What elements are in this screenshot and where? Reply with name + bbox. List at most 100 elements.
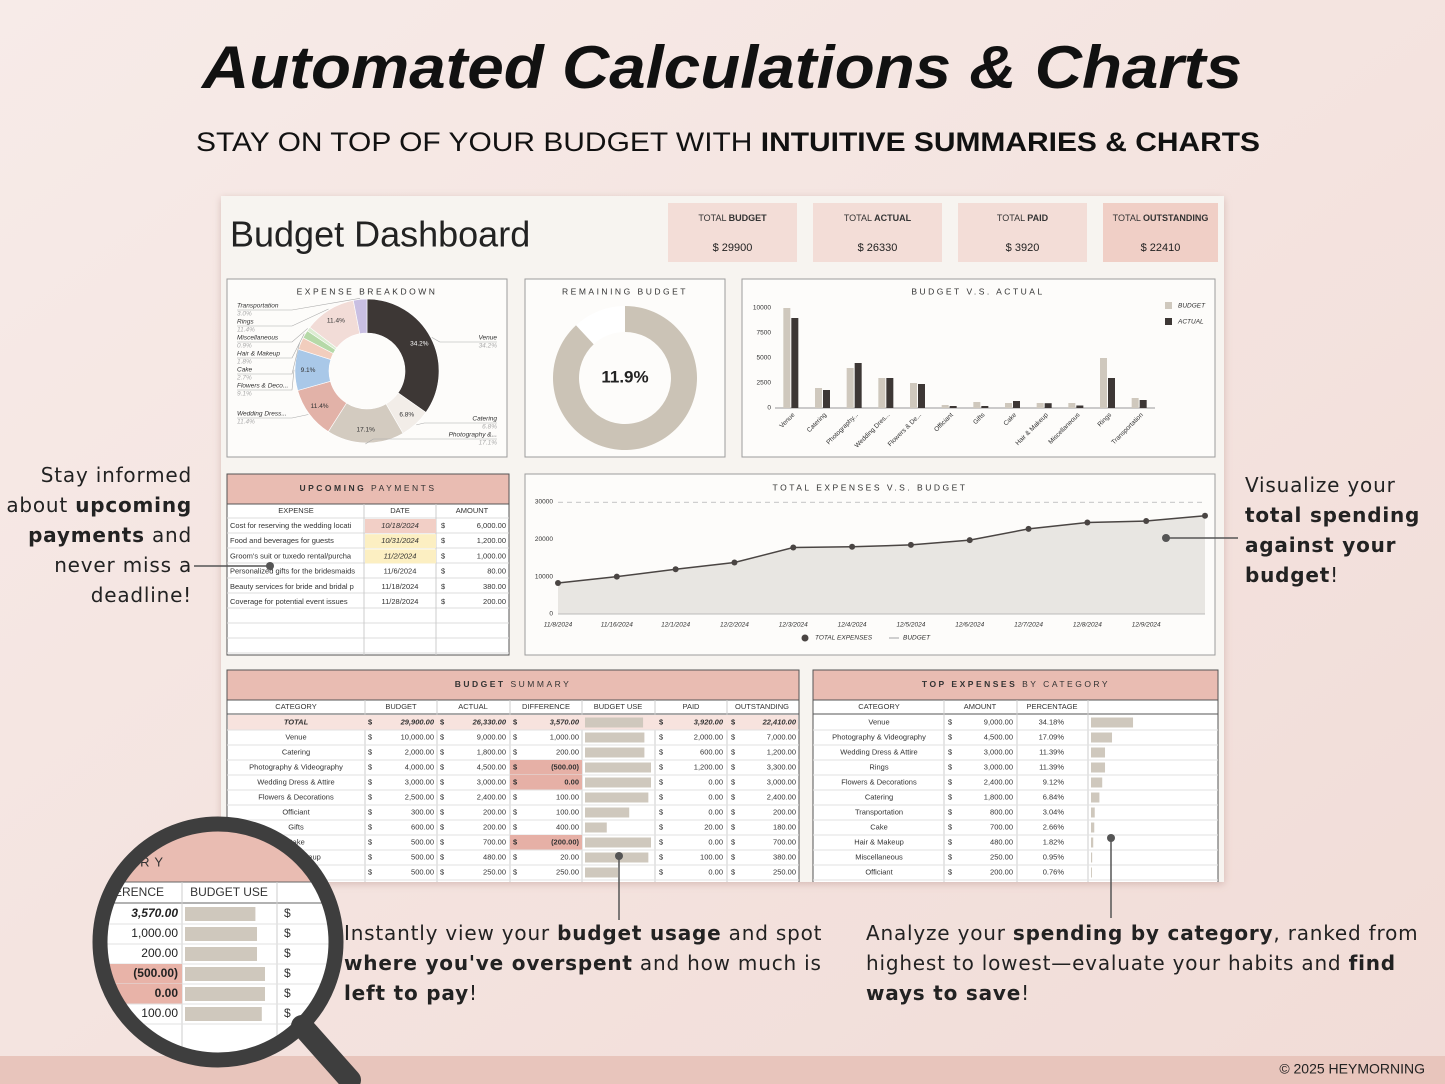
difference-cell: (500.00)	[551, 762, 579, 771]
category-cell: Cake	[287, 837, 305, 846]
amount-cell: 700.00	[990, 822, 1013, 831]
callout-line: highest to lowest—evaluate your habits a…	[866, 951, 1396, 975]
currency: $	[440, 747, 445, 756]
amount-cell: 4,500.00	[984, 732, 1013, 741]
pointer-dot	[1162, 534, 1170, 542]
kpi-prefix: TOTAL	[997, 213, 1027, 223]
budget-cell: 500.00	[411, 867, 434, 876]
magnified-column-header: BUDGET USE	[190, 885, 268, 899]
paid-cell: 600.00	[700, 747, 723, 756]
magnified-difference: 1,000.00	[131, 926, 178, 940]
category-cell: Transportation	[855, 807, 903, 816]
paid-cell: 0.00	[708, 792, 723, 801]
paid-cell: 1,200.00	[694, 762, 723, 771]
outstanding-cell: 1,200.00	[767, 747, 796, 756]
paid-cell: 0.00	[708, 837, 723, 846]
currency: $	[441, 551, 446, 560]
currency: $	[731, 777, 736, 786]
bar	[973, 402, 981, 408]
slice-value: 0.9%	[237, 343, 252, 350]
expense-cell: Cost for reserving the wedding locati	[230, 521, 352, 530]
callout-line: about upcoming	[6, 493, 192, 517]
over-budget-cell	[510, 775, 582, 790]
leader-line	[237, 414, 309, 419]
percentage-bar	[1091, 717, 1134, 728]
budget-use-bar	[585, 777, 651, 788]
currency: $	[513, 807, 518, 816]
actual-cell: 4,500.00	[477, 762, 506, 771]
difference-cell: 100.00	[556, 807, 579, 816]
amount-cell: 1,200.00	[477, 536, 506, 545]
outstanding-cell: 22,410.00	[762, 717, 797, 726]
bar	[1139, 400, 1147, 408]
slice-label: 34.2%	[410, 341, 429, 348]
currency: $	[368, 867, 373, 876]
bar	[949, 406, 957, 408]
overlay: Stay informed about upcoming payments and n…	[6, 463, 1419, 1005]
magnified-budget-use-bar	[185, 907, 256, 921]
slice-name: Venue	[478, 335, 497, 342]
budget-cell: 29,900.00	[400, 717, 435, 726]
actual-cell: 3,000.00	[477, 777, 506, 786]
slice-value: 17.1%	[479, 440, 498, 447]
x-tick-label: 12/1/2024	[661, 622, 690, 629]
bar	[1108, 378, 1115, 408]
bar	[1036, 403, 1044, 408]
currency: $	[513, 867, 518, 876]
y-tick-label: 20000	[535, 536, 553, 543]
currency: $	[513, 837, 518, 846]
percentage-cell: 11.39%	[1039, 747, 1064, 756]
currency: $	[659, 792, 664, 801]
legend-swatch	[801, 634, 809, 642]
slice-label: 17.1%	[356, 427, 375, 434]
paid-cell: 0.00	[708, 807, 723, 816]
bar	[1068, 403, 1076, 408]
table-title: BUDGET SUMMARY	[455, 679, 572, 689]
slice-value: 11.4%	[237, 327, 255, 334]
currency: $	[659, 777, 664, 786]
callout-line: Analyze your spending by category, ranke…	[866, 921, 1418, 945]
leader-line	[237, 328, 308, 343]
bar	[1005, 403, 1012, 408]
y-tick-label: 0	[549, 611, 553, 618]
bar	[886, 378, 894, 408]
paid-cell: 0.00	[708, 777, 723, 786]
pie-slice	[352, 298, 368, 335]
legend-label: BUDGET	[903, 635, 931, 642]
bar	[1076, 405, 1084, 408]
magnified-difference: (500.00)	[133, 966, 178, 980]
callout-line: Instantly view your budget usage and spo…	[344, 921, 822, 945]
text-run: budget usage	[557, 921, 721, 945]
legend-label: ACTUAL	[1177, 319, 1204, 326]
slice-label: 11.4%	[311, 403, 329, 410]
outstanding-cell: 380.00	[773, 852, 796, 861]
currency: $	[440, 762, 445, 771]
bar	[981, 406, 989, 408]
expense-cell: Personalized gifts for the bridesmaids	[230, 567, 355, 576]
category-cell: Hair & Makeup	[854, 837, 904, 846]
text-run: left to pay	[344, 981, 469, 1005]
outstanding-cell: 180.00	[773, 822, 796, 831]
point	[555, 580, 561, 587]
percentage-cell: 17.09%	[1039, 732, 1065, 741]
callout-line: where you've overspent and how much is	[344, 951, 822, 975]
currency: $	[513, 777, 518, 786]
currency: $	[284, 1006, 291, 1020]
callout-line: Stay informed	[41, 463, 192, 487]
currency: $	[948, 867, 953, 876]
text-run: BY CATEGORY	[1017, 679, 1110, 689]
currency: $	[513, 822, 518, 831]
amount-cell: 1,800.00	[984, 792, 1013, 801]
budget-cell: 2,000.00	[405, 747, 434, 756]
bar	[1013, 401, 1020, 408]
currency: $	[513, 732, 518, 741]
currency: $	[368, 717, 373, 726]
text-run: Visualize your	[1245, 473, 1396, 497]
pointer-dot	[266, 562, 274, 570]
text-run: BUDGET	[455, 679, 506, 689]
currency: $	[948, 852, 953, 861]
bar	[854, 363, 862, 408]
table-title: UPCOMING PAYMENTS	[299, 483, 436, 493]
date-cell: 10/31/2024	[381, 536, 419, 545]
kpi-card	[1103, 203, 1218, 262]
